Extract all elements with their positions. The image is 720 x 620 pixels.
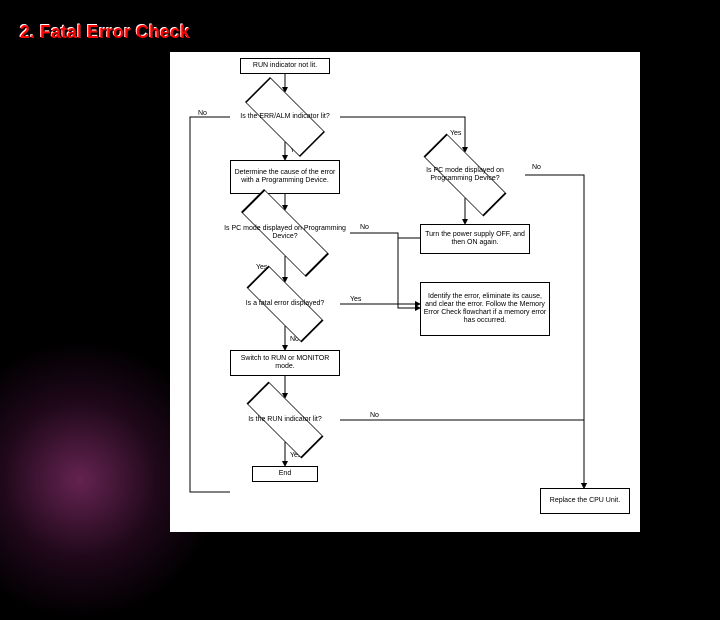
node-text: Is a fatal error displayed? bbox=[246, 300, 325, 308]
node-text: Is PC mode displayed on Programming Devi… bbox=[407, 167, 523, 183]
node-pR3: Replace the CPU Unit. bbox=[540, 488, 630, 514]
node-p2: Switch to RUN or MONITOR mode. bbox=[230, 350, 340, 376]
node-text: Is PC mode displayed on Programming Devi… bbox=[222, 225, 348, 241]
node-p1: Determine the cause of the error with a … bbox=[230, 160, 340, 194]
edge bbox=[340, 420, 584, 488]
flowchart-canvas: YesYesNoYesNoYesNoYesNoNoRUN indicator n… bbox=[170, 52, 640, 532]
node-d1: Is the ERR/ALM indicator lit? bbox=[230, 92, 340, 142]
node-d4: Is the RUN indicator lit? bbox=[230, 398, 340, 442]
node-end: End bbox=[252, 466, 318, 482]
edge-label: Yes bbox=[350, 296, 361, 303]
slide-title: 2. Fatal Error Check bbox=[20, 22, 190, 43]
edge-label: No bbox=[360, 224, 369, 231]
edge-label: No bbox=[370, 412, 379, 419]
node-d3: Is a fatal error displayed? bbox=[230, 282, 340, 326]
node-d2: Is PC mode displayed on Programming Devi… bbox=[220, 210, 350, 256]
edge-label: No bbox=[198, 110, 207, 117]
node-start: RUN indicator not lit. bbox=[240, 58, 330, 74]
node-text: Is the ERR/ALM indicator lit? bbox=[240, 113, 329, 121]
node-text: Is the RUN indicator lit? bbox=[248, 416, 322, 424]
node-pR2: Identify the error, eliminate its cause,… bbox=[420, 282, 550, 336]
node-pR1: Turn the power supply OFF, and then ON a… bbox=[420, 224, 530, 254]
edge-label: Yes bbox=[450, 130, 461, 137]
edge bbox=[190, 117, 230, 492]
edge-label: No bbox=[532, 164, 541, 171]
node-dR: Is PC mode displayed on Programming Devi… bbox=[405, 152, 525, 198]
